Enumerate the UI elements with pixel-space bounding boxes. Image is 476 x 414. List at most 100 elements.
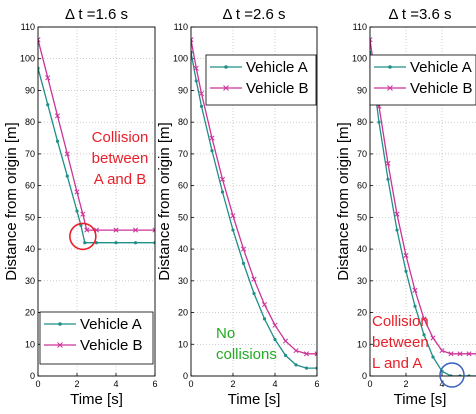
- data-point-vehicle-b: [466, 351, 472, 357]
- x-tick-label: 2: [230, 379, 235, 389]
- chart-title: Δ t =3.6 s: [389, 6, 452, 23]
- legend-swatch-marker: [387, 85, 393, 91]
- y-tick-label: 90: [25, 85, 35, 95]
- data-point-vehicle-b: [251, 276, 257, 282]
- data-point-vehicle-b: [430, 335, 436, 341]
- data-point-vehicle-b: [394, 211, 400, 217]
- data-point-vehicle-b: [193, 65, 199, 71]
- series-group: [191, 37, 317, 370]
- y-tick-label: 0: [362, 371, 367, 381]
- y-tick-label: 80: [25, 117, 35, 127]
- data-point-vehicle-a: [46, 103, 50, 107]
- y-tick-label: 50: [178, 212, 188, 222]
- data-point-vehicle-a: [231, 228, 235, 232]
- data-point-vehicle-b: [230, 213, 236, 219]
- legend-box: [205, 54, 317, 106]
- data-point-vehicle-a: [404, 269, 408, 273]
- y-tick-label: 20: [357, 308, 367, 318]
- data-point-vehicle-a: [304, 366, 309, 370]
- y-tick-label: 100: [352, 54, 367, 64]
- legend-swatch-marker: [224, 65, 228, 69]
- data-point-vehicle-b: [421, 316, 427, 322]
- y-tick-label: 40: [25, 244, 35, 254]
- x-tick-label: 0: [188, 379, 193, 389]
- legend-swatch-marker: [388, 65, 392, 69]
- data-point-vehicle-b: [448, 351, 454, 357]
- data-point-vehicle-a: [75, 209, 79, 213]
- annotation-text: No: [216, 325, 235, 342]
- legend-label: Vehicle A: [80, 316, 142, 333]
- data-point-vehicle-b: [272, 322, 278, 328]
- data-point-vehicle-a: [210, 149, 214, 153]
- data-point-vehicle-a: [386, 177, 390, 181]
- y-tick-label: 40: [357, 244, 367, 254]
- data-point-vehicle-b: [152, 227, 155, 233]
- data-point-vehicle-a: [194, 79, 198, 83]
- data-point-vehicle-a: [252, 291, 256, 296]
- y-tick-label: 50: [25, 212, 35, 222]
- annotation-text: between: [372, 334, 429, 351]
- data-point-vehicle-b: [240, 246, 247, 252]
- legend-box: [369, 54, 476, 106]
- collision-marker-circle: [439, 362, 465, 388]
- x-tick-label: 0: [367, 379, 372, 389]
- data-point-vehicle-a: [377, 120, 381, 124]
- data-point-vehicle-a: [199, 104, 204, 108]
- data-point-vehicle-a: [79, 223, 83, 227]
- data-point-vehicle-a: [294, 363, 298, 367]
- y-tick-label: 110: [353, 22, 367, 32]
- y-axis-label: Distance from origin [m]: [335, 122, 352, 280]
- y-tick-label: 110: [21, 22, 35, 32]
- y-tick-label: 10: [357, 339, 367, 349]
- data-point-vehicle-b: [198, 91, 205, 97]
- data-point-vehicle-a: [220, 190, 225, 194]
- y-tick-label: 20: [178, 308, 188, 318]
- data-point-vehicle-b: [412, 287, 418, 293]
- y-tick-label: 60: [25, 181, 35, 191]
- y-tick-label: 50: [357, 212, 367, 222]
- series-line-vehicle-a: [191, 52, 317, 369]
- data-point-vehicle-b: [385, 160, 391, 166]
- x-axis-label: Time [s]: [394, 391, 447, 408]
- data-point-vehicle-b: [54, 113, 61, 119]
- y-tick-label: 0: [183, 371, 188, 381]
- data-point-vehicle-b: [403, 252, 409, 258]
- annotation-text: collisions: [216, 346, 277, 363]
- x-tick-label: 4: [272, 379, 277, 389]
- y-tick-label: 90: [357, 85, 367, 95]
- chart-title: Δ t =1.6 s: [65, 6, 128, 23]
- data-point-vehicle-a: [65, 174, 69, 178]
- data-point-vehicle-a: [431, 355, 435, 359]
- x-tick-label: 4: [113, 379, 118, 389]
- chart-panel-2: 0 10 20 30 40 50 60 70 80 90 100 110 0 2 4 6 Δ t =2.6 s T…: [156, 6, 320, 408]
- data-point-vehicle-a: [83, 241, 87, 245]
- x-tick-label: 0: [35, 379, 40, 389]
- legend-swatch-marker: [223, 85, 229, 91]
- annotation-text: Collision: [92, 129, 149, 146]
- series-line-vehicle-a: [370, 52, 476, 376]
- y-tick-label: 90: [178, 85, 188, 95]
- data-point-vehicle-a: [283, 353, 288, 357]
- axes-frame: [190, 26, 318, 377]
- annotation-text: L and A: [372, 355, 422, 372]
- data-point-vehicle-b: [370, 37, 373, 43]
- data-point-vehicle-b: [282, 338, 289, 344]
- y-tick-label: 60: [178, 181, 188, 191]
- data-point-vehicle-a: [262, 317, 267, 321]
- y-tick-label: 80: [357, 117, 367, 127]
- data-point-vehicle-b: [457, 351, 463, 357]
- data-point-vehicle-b: [45, 75, 51, 81]
- legend-box: [39, 311, 154, 365]
- data-point-vehicle-b: [303, 351, 310, 357]
- x-tick-label: 2: [74, 379, 79, 389]
- data-point-vehicle-b: [219, 176, 226, 182]
- y-tick-label: 110: [174, 22, 188, 32]
- legend-label: Vehicle B: [80, 337, 143, 354]
- legend-swatch-marker: [57, 342, 63, 348]
- data-point-vehicle-b: [132, 227, 139, 233]
- legend: Vehicle A Vehicle B: [369, 54, 476, 106]
- data-point-vehicle-a: [413, 304, 417, 308]
- legend-label: Vehicle A: [246, 59, 308, 76]
- y-tick-label: 70: [25, 149, 35, 159]
- legend: Vehicle A Vehicle B: [39, 311, 154, 365]
